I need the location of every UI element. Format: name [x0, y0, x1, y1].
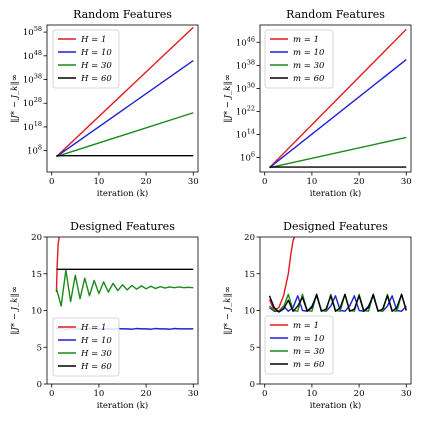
x-tick-label: 0: [262, 177, 267, 187]
series-line-4: [268, 293, 407, 313]
legend: m = 1 m = 10 m = 30 m = 60: [264, 315, 334, 375]
x-tick-label: 10: [93, 389, 104, 399]
y-axis-label: ‖J* − J_k‖∞: [10, 286, 20, 335]
series-line-1: [268, 28, 407, 169]
plot-frame: [46, 24, 199, 173]
legend-label: m = 30: [293, 347, 325, 357]
x-tick-label: 20: [354, 177, 365, 187]
y-tick-label: 1048: [23, 49, 42, 62]
chart-title: Random Features: [286, 8, 385, 21]
chart-title: Designed Features: [70, 220, 175, 233]
x-tick-label: 10: [306, 177, 317, 187]
x-tick-label: 0: [49, 389, 54, 399]
legend-label: m = 1: [293, 35, 319, 45]
x-tick-label: 10: [93, 177, 104, 187]
legend-label: m = 10: [293, 334, 325, 344]
legend-label: H = 10: [80, 48, 112, 58]
legend-label: H = 10: [80, 336, 112, 346]
series-line-2: [269, 59, 407, 169]
legend-label: H = 1: [80, 323, 106, 333]
y-tick-label: 20: [31, 233, 42, 243]
y-tick-label: 10: [244, 307, 255, 317]
y-tick-label: 0: [250, 380, 255, 390]
series-line-3: [269, 136, 407, 169]
x-tick-label: 10: [306, 389, 317, 399]
legend-label: H = 60: [80, 362, 112, 372]
x-axis-label: iteration (k): [97, 188, 149, 199]
panel-rf-H: Random Features 0 10 20 30 108 1018 1028 1038 104…: [10, 8, 199, 199]
x-tick-label: 30: [401, 389, 412, 399]
legend-label: H = 1: [80, 35, 106, 45]
x-axis-label: iteration (k): [310, 188, 362, 199]
plot-frame: [46, 236, 199, 385]
legend-label: H = 60: [80, 74, 112, 84]
x-tick-label: 30: [188, 177, 199, 187]
y-tick-label: 1058: [23, 25, 42, 38]
series-line-3: [56, 112, 194, 158]
y-tick-label: 1022: [236, 104, 255, 117]
plot-frame: [259, 24, 412, 173]
y-tick-label: 10: [31, 307, 42, 317]
y-tick-label: 1046: [236, 35, 255, 48]
y-tick-label: 1038: [236, 58, 255, 71]
y-tick-label: 5: [250, 343, 255, 353]
legend: H = 1 H = 10 H = 30 H = 60: [52, 29, 120, 89]
legend: m = 1 m = 10 m = 30 m = 60: [264, 29, 334, 89]
x-tick-label: 20: [141, 389, 152, 399]
legend-label: m = 60: [293, 74, 325, 84]
y-tick-label: 20: [244, 233, 255, 243]
y-tick-label: 106: [240, 151, 255, 164]
y-tick-label: 15: [31, 270, 42, 280]
legend-label: m = 1: [293, 321, 319, 331]
series-line-1: [55, 237, 60, 293]
y-tick-label: 108: [27, 144, 42, 157]
legend-label: H = 30: [80, 61, 112, 71]
x-tick-label: 0: [49, 177, 54, 187]
y-tick-label: 0: [37, 380, 42, 390]
y-axis-label: ‖J* − J_k‖∞: [223, 286, 233, 335]
x-tick-label: 0: [262, 389, 267, 399]
series-line-3: [55, 269, 194, 307]
legend-label: m = 10: [293, 48, 325, 58]
legend-label: m = 60: [293, 360, 325, 370]
y-tick-label: 5: [37, 343, 42, 353]
series-line-2: [56, 59, 194, 158]
x-axis-label: iteration (k): [310, 400, 362, 411]
legend: H = 1 H = 10 H = 30 H = 60: [52, 317, 120, 377]
panel-rf-m: Random Features 0 10 20 30 106 1014 1022 1030 103…: [223, 8, 412, 199]
x-tick-label: 20: [354, 389, 365, 399]
y-tick-label: 1028: [23, 96, 42, 109]
y-axis-label: ‖J* − J_k‖∞: [223, 74, 233, 123]
legend-label: H = 30: [80, 349, 112, 359]
y-tick-label: 1038: [23, 73, 42, 86]
series-line-1: [55, 26, 194, 158]
y-tick-label: 15: [244, 270, 255, 280]
x-tick-label: 20: [141, 177, 152, 187]
y-axis-label: ‖J* − J_k‖∞: [10, 74, 20, 123]
x-tick-label: 30: [401, 177, 412, 187]
y-tick-label: 1018: [23, 120, 42, 133]
series-line-1: [268, 237, 296, 312]
y-tick-label: 1014: [236, 128, 255, 141]
plot-frame: [259, 236, 412, 385]
x-tick-label: 30: [188, 389, 199, 399]
legend-label: m = 30: [293, 61, 325, 71]
y-tick-label: 1030: [236, 81, 255, 94]
x-axis-label: iteration (k): [97, 400, 149, 411]
chart-title: Designed Features: [283, 220, 388, 233]
chart-title: Random Features: [73, 8, 172, 21]
